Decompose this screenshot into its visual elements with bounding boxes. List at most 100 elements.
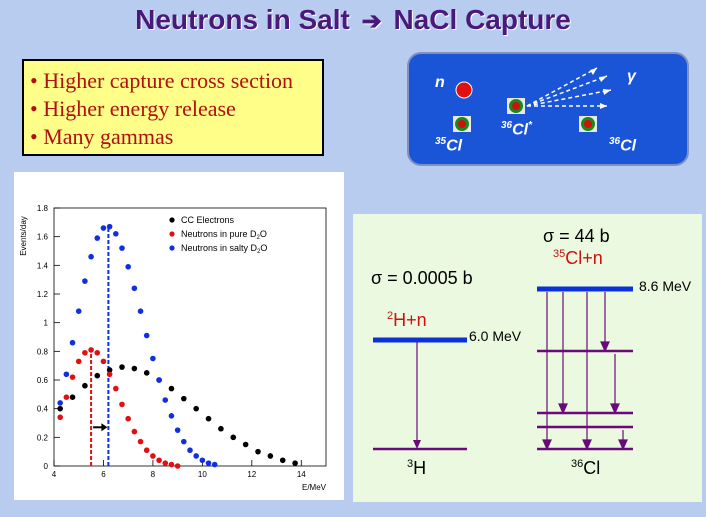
data-point bbox=[94, 235, 101, 241]
plot-frame bbox=[53, 207, 327, 467]
gamma-rays bbox=[526, 67, 612, 107]
h2n-label: 2H+n bbox=[387, 310, 427, 330]
cl-transitions bbox=[542, 292, 628, 451]
data-point bbox=[57, 414, 63, 421]
data-point bbox=[119, 364, 125, 370]
data-point bbox=[193, 453, 199, 459]
data-point bbox=[131, 365, 138, 372]
title-left: Neutrons in Salt bbox=[135, 4, 350, 35]
gamma-label: γ bbox=[627, 68, 636, 85]
data-point bbox=[106, 371, 113, 378]
y-tick-label: 1.4 bbox=[37, 261, 49, 270]
energy-level-panel: σ = 0.0005 b 2H+n 6.0 MeV 3H σ = 44 b 35… bbox=[353, 214, 702, 502]
cl-energy-label: 8.6 MeV bbox=[639, 278, 692, 294]
data-point bbox=[137, 308, 144, 314]
data-point bbox=[267, 453, 274, 459]
x-tick-label: 4 bbox=[52, 470, 57, 479]
data-point bbox=[57, 400, 63, 406]
data-point bbox=[82, 382, 88, 389]
data-point bbox=[279, 457, 286, 464]
data-point bbox=[193, 405, 199, 412]
data-point bbox=[211, 461, 218, 468]
data-point bbox=[75, 358, 82, 365]
data-point bbox=[113, 231, 119, 237]
data-point bbox=[168, 385, 175, 392]
data-point bbox=[174, 427, 181, 433]
cl35n-label: 35Cl+n bbox=[553, 248, 603, 268]
y-axis-label: Events/day bbox=[19, 216, 28, 256]
data-point bbox=[69, 339, 76, 346]
x-tick-label: 12 bbox=[247, 470, 256, 479]
data-point bbox=[255, 448, 261, 455]
data-point bbox=[94, 349, 101, 356]
data-point bbox=[69, 374, 76, 380]
data-point bbox=[168, 413, 175, 419]
data-point bbox=[181, 438, 187, 445]
data-point bbox=[150, 453, 156, 459]
data-point bbox=[88, 347, 94, 353]
legend-marker bbox=[169, 231, 175, 237]
legend-label: Neutrons in pure D2O bbox=[181, 229, 267, 241]
cl36-level-label: 36Cl bbox=[571, 458, 601, 478]
data-point bbox=[100, 358, 107, 365]
data-point bbox=[174, 463, 181, 469]
data-point bbox=[106, 223, 113, 230]
data-point bbox=[143, 332, 150, 339]
data-point bbox=[143, 447, 150, 454]
data-point bbox=[125, 415, 131, 422]
data-point bbox=[63, 371, 70, 378]
x-tick-label: 6 bbox=[101, 470, 106, 479]
bullet-box: • Higher capture cross section • Higher … bbox=[22, 59, 324, 156]
arrow-right-icon: ➔ bbox=[361, 8, 382, 35]
data-point bbox=[100, 225, 107, 231]
data-point bbox=[69, 394, 76, 400]
data-point bbox=[63, 394, 70, 400]
data-point bbox=[75, 308, 82, 314]
cl36-excited-label: 36Cl* bbox=[501, 120, 533, 139]
data-point bbox=[106, 367, 113, 373]
x-tick-label: 14 bbox=[297, 470, 306, 479]
data-point bbox=[168, 461, 175, 468]
data-point bbox=[88, 253, 94, 260]
data-point bbox=[131, 428, 138, 435]
data-point bbox=[57, 405, 63, 412]
data-point bbox=[292, 460, 298, 466]
spectrum-chart-panel: 0 0.2 0.4 0.6 0.8 1 1.2 1.4 1.6 1.8 4 6 8 10 12 14 E/MeV… bbox=[14, 172, 344, 500]
data-point bbox=[218, 425, 224, 432]
x-tick-label: 10 bbox=[198, 470, 207, 479]
gamma-arrowheads bbox=[590, 68, 611, 109]
data-point bbox=[143, 370, 150, 376]
y-tick-label: 1.8 bbox=[37, 204, 49, 213]
shift-arrowhead bbox=[101, 423, 108, 432]
legend-marker bbox=[169, 217, 175, 223]
y-tick-label: 1.2 bbox=[37, 290, 49, 299]
data-point bbox=[156, 377, 162, 383]
capture-graphic bbox=[453, 67, 612, 132]
legend-label: Neutrons in salty D2O bbox=[181, 243, 267, 255]
spectrum-chart: 0 0.2 0.4 0.6 0.8 1 1.2 1.4 1.6 1.8 4 6 8 10 12 14 E/MeV… bbox=[19, 204, 327, 492]
title-right: NaCl Capture bbox=[393, 4, 571, 35]
neutron-label: n bbox=[435, 74, 445, 91]
data-point bbox=[137, 438, 144, 445]
y-tick-label: 0.4 bbox=[37, 405, 49, 414]
y-tick-label: 1.6 bbox=[37, 233, 49, 242]
data-point bbox=[187, 447, 193, 454]
cl36-label: 36Cl bbox=[609, 136, 637, 155]
data-point bbox=[113, 385, 119, 392]
data-point bbox=[242, 441, 249, 448]
bullet-item: • Many gammas bbox=[30, 124, 174, 149]
h3-label: 3H bbox=[407, 458, 427, 478]
data-point bbox=[82, 349, 88, 356]
data-point bbox=[162, 460, 169, 466]
bullet-item: • Higher energy release bbox=[30, 96, 236, 121]
data-point bbox=[205, 415, 212, 422]
y-tick-label: 1 bbox=[44, 319, 49, 328]
data-point bbox=[162, 397, 169, 403]
data-point bbox=[181, 395, 187, 402]
y-tick-label: 0.8 bbox=[37, 347, 49, 356]
data-point bbox=[199, 457, 206, 464]
data-point bbox=[150, 355, 156, 362]
x-tick-label: 8 bbox=[151, 470, 156, 479]
neutron-dot-icon bbox=[455, 81, 473, 99]
data-point bbox=[82, 278, 88, 284]
